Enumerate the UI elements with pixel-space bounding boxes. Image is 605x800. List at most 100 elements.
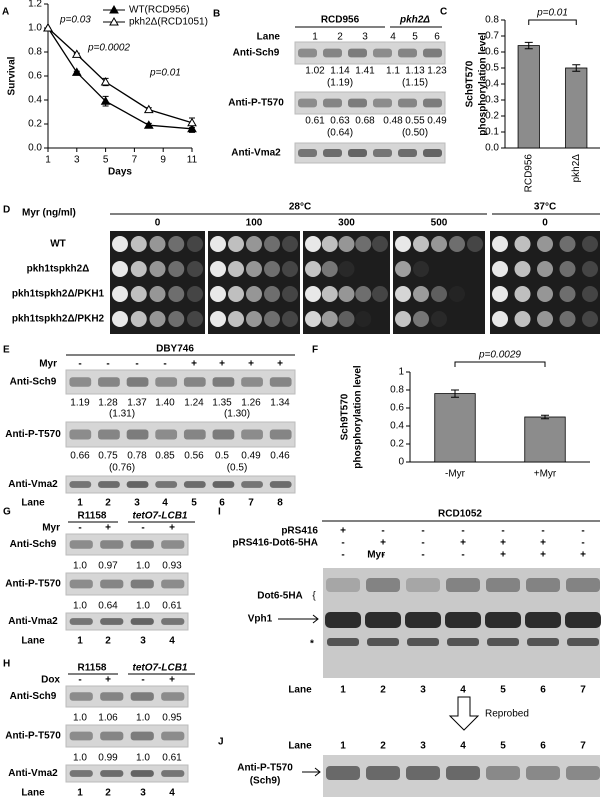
spot	[282, 286, 298, 302]
legend-label: pkh2Δ(RCD1051)	[129, 17, 208, 28]
band	[69, 579, 93, 589]
spot	[582, 311, 598, 327]
band	[100, 579, 124, 589]
quant-mean: (1.15)	[402, 78, 428, 89]
blot	[65, 475, 296, 494]
band	[407, 638, 439, 646]
quant-value: 0.61	[305, 116, 325, 127]
spot	[514, 311, 531, 327]
condition-label: pRS416-Dot6-5HA	[232, 538, 318, 549]
band	[298, 98, 317, 108]
y-tick-label: 0.6	[485, 47, 499, 58]
spot	[449, 236, 465, 252]
y-tick-label: 0.6	[390, 403, 404, 414]
condition-sign: -	[381, 526, 384, 537]
band	[323, 48, 342, 58]
treatment-sign: +	[219, 359, 225, 370]
band	[130, 770, 154, 777]
condition-sign: +	[380, 538, 386, 549]
band	[348, 98, 367, 108]
group-label: R1158	[78, 511, 107, 522]
quant-value: 1.0	[73, 753, 87, 764]
band	[348, 48, 367, 58]
panel-label: B	[213, 9, 220, 20]
quant-mean: (0.76)	[109, 463, 135, 474]
lane-number: 5	[191, 498, 197, 509]
quant-value: 1.40	[155, 398, 175, 409]
condition-sign: +	[340, 526, 346, 537]
spot	[537, 261, 553, 277]
error-bar	[541, 414, 549, 420]
lane-number: 5	[500, 685, 506, 696]
band	[130, 731, 154, 741]
spot	[355, 311, 372, 327]
spot	[321, 236, 338, 252]
lane-number: 4	[169, 636, 175, 647]
band	[69, 540, 93, 549]
antibody-label: Anti-Sch9	[10, 539, 57, 550]
spot	[492, 236, 508, 252]
blot	[65, 533, 189, 556]
x-tick-label: pkh2Δ	[571, 154, 582, 183]
strain-label: pkh1tspkh2Δ	[27, 264, 90, 275]
panel-label: G	[3, 507, 11, 518]
y-tick-label: 0.4	[485, 79, 499, 90]
quant-value: 1.19	[70, 398, 90, 409]
spot	[467, 236, 483, 252]
quant-value: 0.93	[162, 561, 182, 572]
antibody-label: Anti-Vma2	[8, 479, 58, 490]
y-tick-label: 1	[398, 367, 404, 378]
concentration: 500	[431, 218, 448, 229]
band	[298, 48, 317, 58]
marker	[71, 49, 82, 58]
condition-label: Myr	[367, 550, 385, 561]
blot	[65, 572, 189, 596]
band	[367, 638, 399, 646]
bar	[524, 416, 566, 463]
spot	[130, 286, 147, 302]
spot	[130, 311, 147, 327]
band-label: Vph1	[248, 614, 273, 625]
band	[566, 578, 600, 592]
x-tick-label: +Myr	[534, 469, 557, 480]
y-tick-label: 0.4	[28, 95, 42, 106]
band	[373, 48, 392, 58]
legend-marker	[109, 4, 119, 14]
quant-value: 1.0	[136, 561, 150, 572]
y-tick-label: 0.0	[485, 143, 499, 154]
antibody-label: Anti-Sch9	[233, 48, 280, 59]
quant-value: 1.0	[136, 601, 150, 612]
spot	[246, 236, 262, 252]
band	[69, 770, 93, 777]
quant-value: 0.64	[98, 601, 118, 612]
band	[130, 540, 154, 549]
spot	[582, 236, 598, 252]
spot	[413, 261, 429, 277]
band	[100, 731, 124, 741]
error-bar	[572, 64, 581, 72]
treatment-sign: -	[135, 359, 138, 370]
condition-sign: +	[500, 538, 506, 549]
spot	[264, 261, 280, 277]
antibody-label: Anti-P-T570	[237, 763, 293, 774]
band	[348, 149, 367, 157]
treatment-sign: -	[106, 359, 109, 370]
lane-title: Lane	[21, 498, 45, 509]
spot	[514, 286, 531, 302]
lane-number: 6	[540, 685, 546, 696]
band	[269, 481, 292, 488]
band	[373, 98, 392, 108]
band	[406, 578, 440, 592]
temperature: 28°C	[289, 202, 311, 213]
spot	[264, 311, 280, 327]
band	[126, 481, 149, 488]
quant-value: 0.61	[162, 601, 182, 612]
x-tick-label: 3	[74, 155, 80, 166]
band-arrow	[278, 614, 319, 624]
band	[447, 638, 479, 646]
spot	[168, 236, 185, 252]
spot	[537, 286, 553, 302]
significance-bracket	[528, 19, 577, 25]
band	[323, 98, 342, 108]
strain-label: WT	[50, 239, 66, 250]
